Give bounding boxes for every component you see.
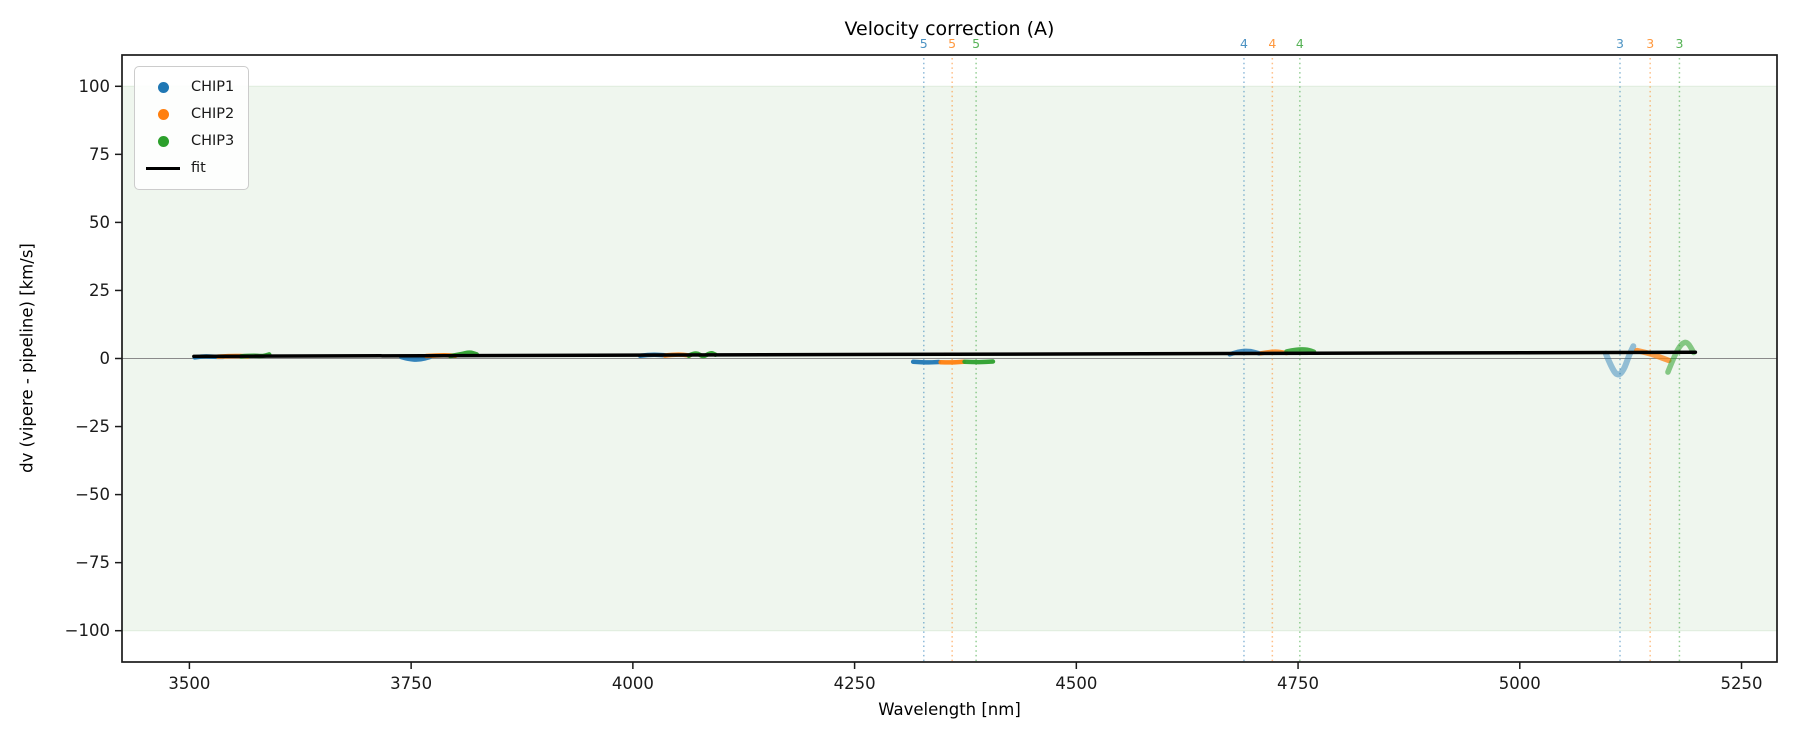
y-tick-label: −100 xyxy=(65,621,110,640)
x-tick-label: 3750 xyxy=(390,674,432,693)
chip2-segment xyxy=(938,359,966,365)
x-tick-label: 4250 xyxy=(834,674,876,693)
chip3-segment xyxy=(962,359,996,365)
x-tick-label: 4500 xyxy=(1055,674,1097,693)
legend-label-chip3: CHIP3 xyxy=(191,133,235,150)
order-number-label: 3 xyxy=(1675,36,1683,51)
y-tick-label: 100 xyxy=(79,77,111,96)
chip1-segment xyxy=(399,354,433,362)
y-tick-label: −25 xyxy=(75,417,110,436)
y-tick-label: 25 xyxy=(89,281,110,300)
y-axis-ticks: 100 75 50 25 0 −25 −50 −75 −100 xyxy=(65,77,122,640)
legend-item-fit: fit xyxy=(135,155,234,182)
legend-item-chip2: CHIP2 xyxy=(135,101,234,128)
x-tick-label: 4750 xyxy=(1277,674,1319,693)
chip3-segment xyxy=(1665,339,1697,375)
y-tick-label: −50 xyxy=(75,485,110,504)
chip1-marker-icon xyxy=(135,82,191,93)
y-tick-label: 0 xyxy=(100,349,111,368)
order-number-label: 3 xyxy=(1646,36,1654,51)
legend: CHIP1 CHIP2 CHIP3 fit xyxy=(134,66,250,190)
legend-item-chip3: CHIP3 xyxy=(135,128,234,155)
order-marker-labels: 5 5 5 4 4 4 3 3 3 xyxy=(920,36,1684,51)
x-axis-ticks: 3500 3750 4000 4250 4500 4750 5000 5250 xyxy=(168,662,1763,693)
y-tick-label: −75 xyxy=(75,553,110,572)
legend-label-chip1: CHIP1 xyxy=(191,79,235,96)
order-marker-lines xyxy=(923,58,1681,662)
chart-title: Velocity correction (A) xyxy=(844,18,1055,40)
order-number-label: 4 xyxy=(1240,36,1248,51)
x-tick-label: 5000 xyxy=(1499,674,1541,693)
legend-label-chip2: CHIP2 xyxy=(191,106,235,123)
x-axis-label: Wavelength [nm] xyxy=(878,700,1021,719)
y-tick-label: 50 xyxy=(89,213,110,232)
chip2-marker-icon xyxy=(135,109,191,120)
y-tick-label: 75 xyxy=(89,145,110,164)
x-tick-label: 3500 xyxy=(168,674,210,693)
order-number-label: 4 xyxy=(1268,36,1276,51)
x-tick-label: 5250 xyxy=(1721,674,1763,693)
legend-item-chip1: CHIP1 xyxy=(135,74,234,101)
chip1-segment xyxy=(1602,343,1637,378)
chip1-segment xyxy=(910,359,942,365)
chip3-marker-icon xyxy=(135,136,191,147)
fit-line-icon xyxy=(135,166,191,171)
order-number-label: 3 xyxy=(1616,36,1624,51)
order-number-label: 5 xyxy=(948,36,956,51)
y-axis-label: dv (vipere - pipeline) [km/s] xyxy=(17,243,37,473)
fit-line xyxy=(192,350,1698,359)
order-number-label: 4 xyxy=(1296,36,1304,51)
legend-label-fit: fit xyxy=(191,160,206,177)
x-tick-label: 4000 xyxy=(612,674,654,693)
fit-line-path xyxy=(192,350,1698,359)
chip3-segment xyxy=(1284,347,1317,354)
order-number-label: 5 xyxy=(972,36,980,51)
order-number-label: 5 xyxy=(920,36,928,51)
